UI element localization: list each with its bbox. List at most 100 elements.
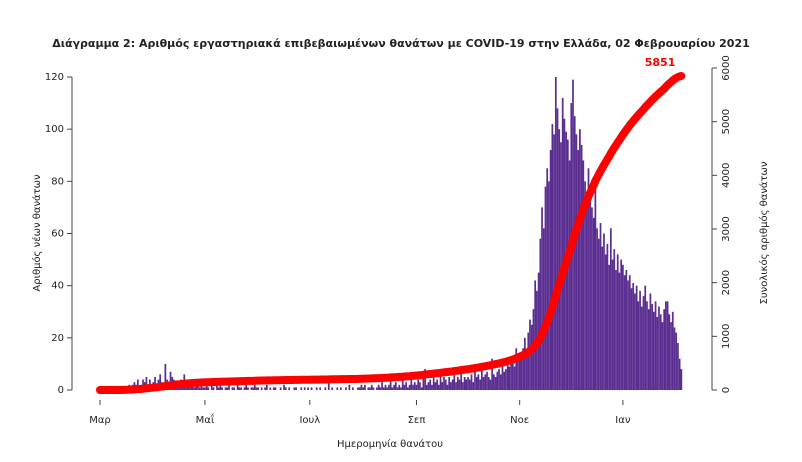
bar: [474, 371, 476, 390]
bar: [336, 387, 339, 390]
x-axis-label: Ημερομηνία θανάτου: [337, 438, 443, 450]
bar: [382, 387, 385, 390]
chart-title: Διάγραμμα 2: Αριθμός εργαστηριακά επιβεβ…: [52, 37, 750, 50]
bar: [591, 207, 593, 390]
bar: [577, 150, 580, 390]
bar: [582, 160, 585, 390]
bar: [468, 379, 471, 390]
bar: [238, 387, 241, 390]
bar: [594, 186, 597, 390]
bar: [609, 228, 612, 390]
bar: [295, 387, 297, 390]
bar: [551, 123, 554, 390]
y2-axis-label: Συνολικός αριθμός θανάτων: [758, 161, 770, 304]
bar: [675, 332, 678, 390]
bar: [549, 150, 552, 390]
bar: [647, 309, 650, 390]
x-tick-label: Μαρ: [89, 415, 111, 426]
bar: [489, 379, 492, 390]
bar: [417, 379, 420, 390]
bar: [475, 376, 478, 390]
bar: [585, 191, 588, 390]
bar: [477, 374, 480, 390]
bar: [364, 384, 366, 390]
bar: [272, 387, 275, 390]
bar: [394, 382, 397, 390]
bar: [584, 181, 586, 390]
bar: [623, 275, 626, 390]
bar: [205, 384, 208, 390]
bar: [204, 387, 206, 390]
bar: [652, 311, 655, 390]
bar: [226, 387, 229, 390]
bar: [436, 379, 438, 390]
bar: [678, 358, 681, 390]
bar: [632, 283, 635, 390]
bar: [639, 290, 641, 390]
bar: [656, 316, 659, 390]
bar: [486, 371, 488, 390]
bar: [515, 348, 518, 390]
bar: [247, 387, 249, 390]
bar: [224, 387, 227, 390]
bar: [534, 280, 537, 390]
bar: [616, 254, 619, 390]
bar: [501, 366, 504, 390]
bar: [606, 243, 609, 390]
bar: [408, 384, 411, 390]
bar: [386, 387, 389, 390]
bar: [479, 379, 481, 390]
bar: [351, 387, 354, 390]
bar: [654, 301, 657, 390]
bar: [658, 306, 660, 390]
x-tick-label: Νοε: [510, 415, 529, 426]
bar: [324, 387, 327, 390]
bar: [345, 387, 347, 390]
bar: [431, 384, 433, 390]
bar: [367, 387, 370, 390]
bar: [453, 374, 456, 390]
bar: [523, 337, 526, 390]
bar: [164, 363, 167, 390]
bar: [541, 207, 543, 390]
y-tick-label: 120: [45, 72, 64, 83]
bar: [136, 379, 139, 390]
bar: [362, 387, 365, 390]
bar: [260, 387, 263, 390]
bar: [455, 382, 457, 390]
y-tick-label: 100: [45, 124, 64, 135]
bar: [169, 371, 172, 390]
bar: [467, 376, 469, 390]
bar: [372, 387, 375, 390]
bar: [604, 254, 607, 390]
bar: [601, 246, 604, 390]
bar: [303, 387, 306, 390]
bar: [611, 259, 614, 390]
bar: [413, 382, 416, 390]
bar: [257, 387, 260, 390]
bar: [463, 376, 466, 390]
bar: [388, 384, 390, 390]
bar: [642, 296, 645, 390]
bar: [376, 387, 378, 390]
bar: [425, 384, 428, 390]
bar: [575, 134, 578, 390]
bar: [279, 387, 282, 390]
bar: [207, 387, 210, 390]
bar: [573, 116, 576, 390]
bar: [339, 387, 342, 390]
bar: [393, 384, 395, 390]
y2-tick-label: 4000: [721, 163, 732, 188]
bar: [548, 181, 550, 390]
bar: [377, 384, 380, 390]
bar: [422, 376, 425, 390]
bar: [293, 387, 296, 390]
bar: [458, 379, 461, 390]
bar: [627, 280, 629, 390]
bar: [221, 387, 223, 390]
bar: [480, 369, 483, 390]
bar: [522, 348, 524, 390]
bar: [369, 387, 371, 390]
bar: [405, 382, 408, 390]
bar: [236, 384, 239, 390]
